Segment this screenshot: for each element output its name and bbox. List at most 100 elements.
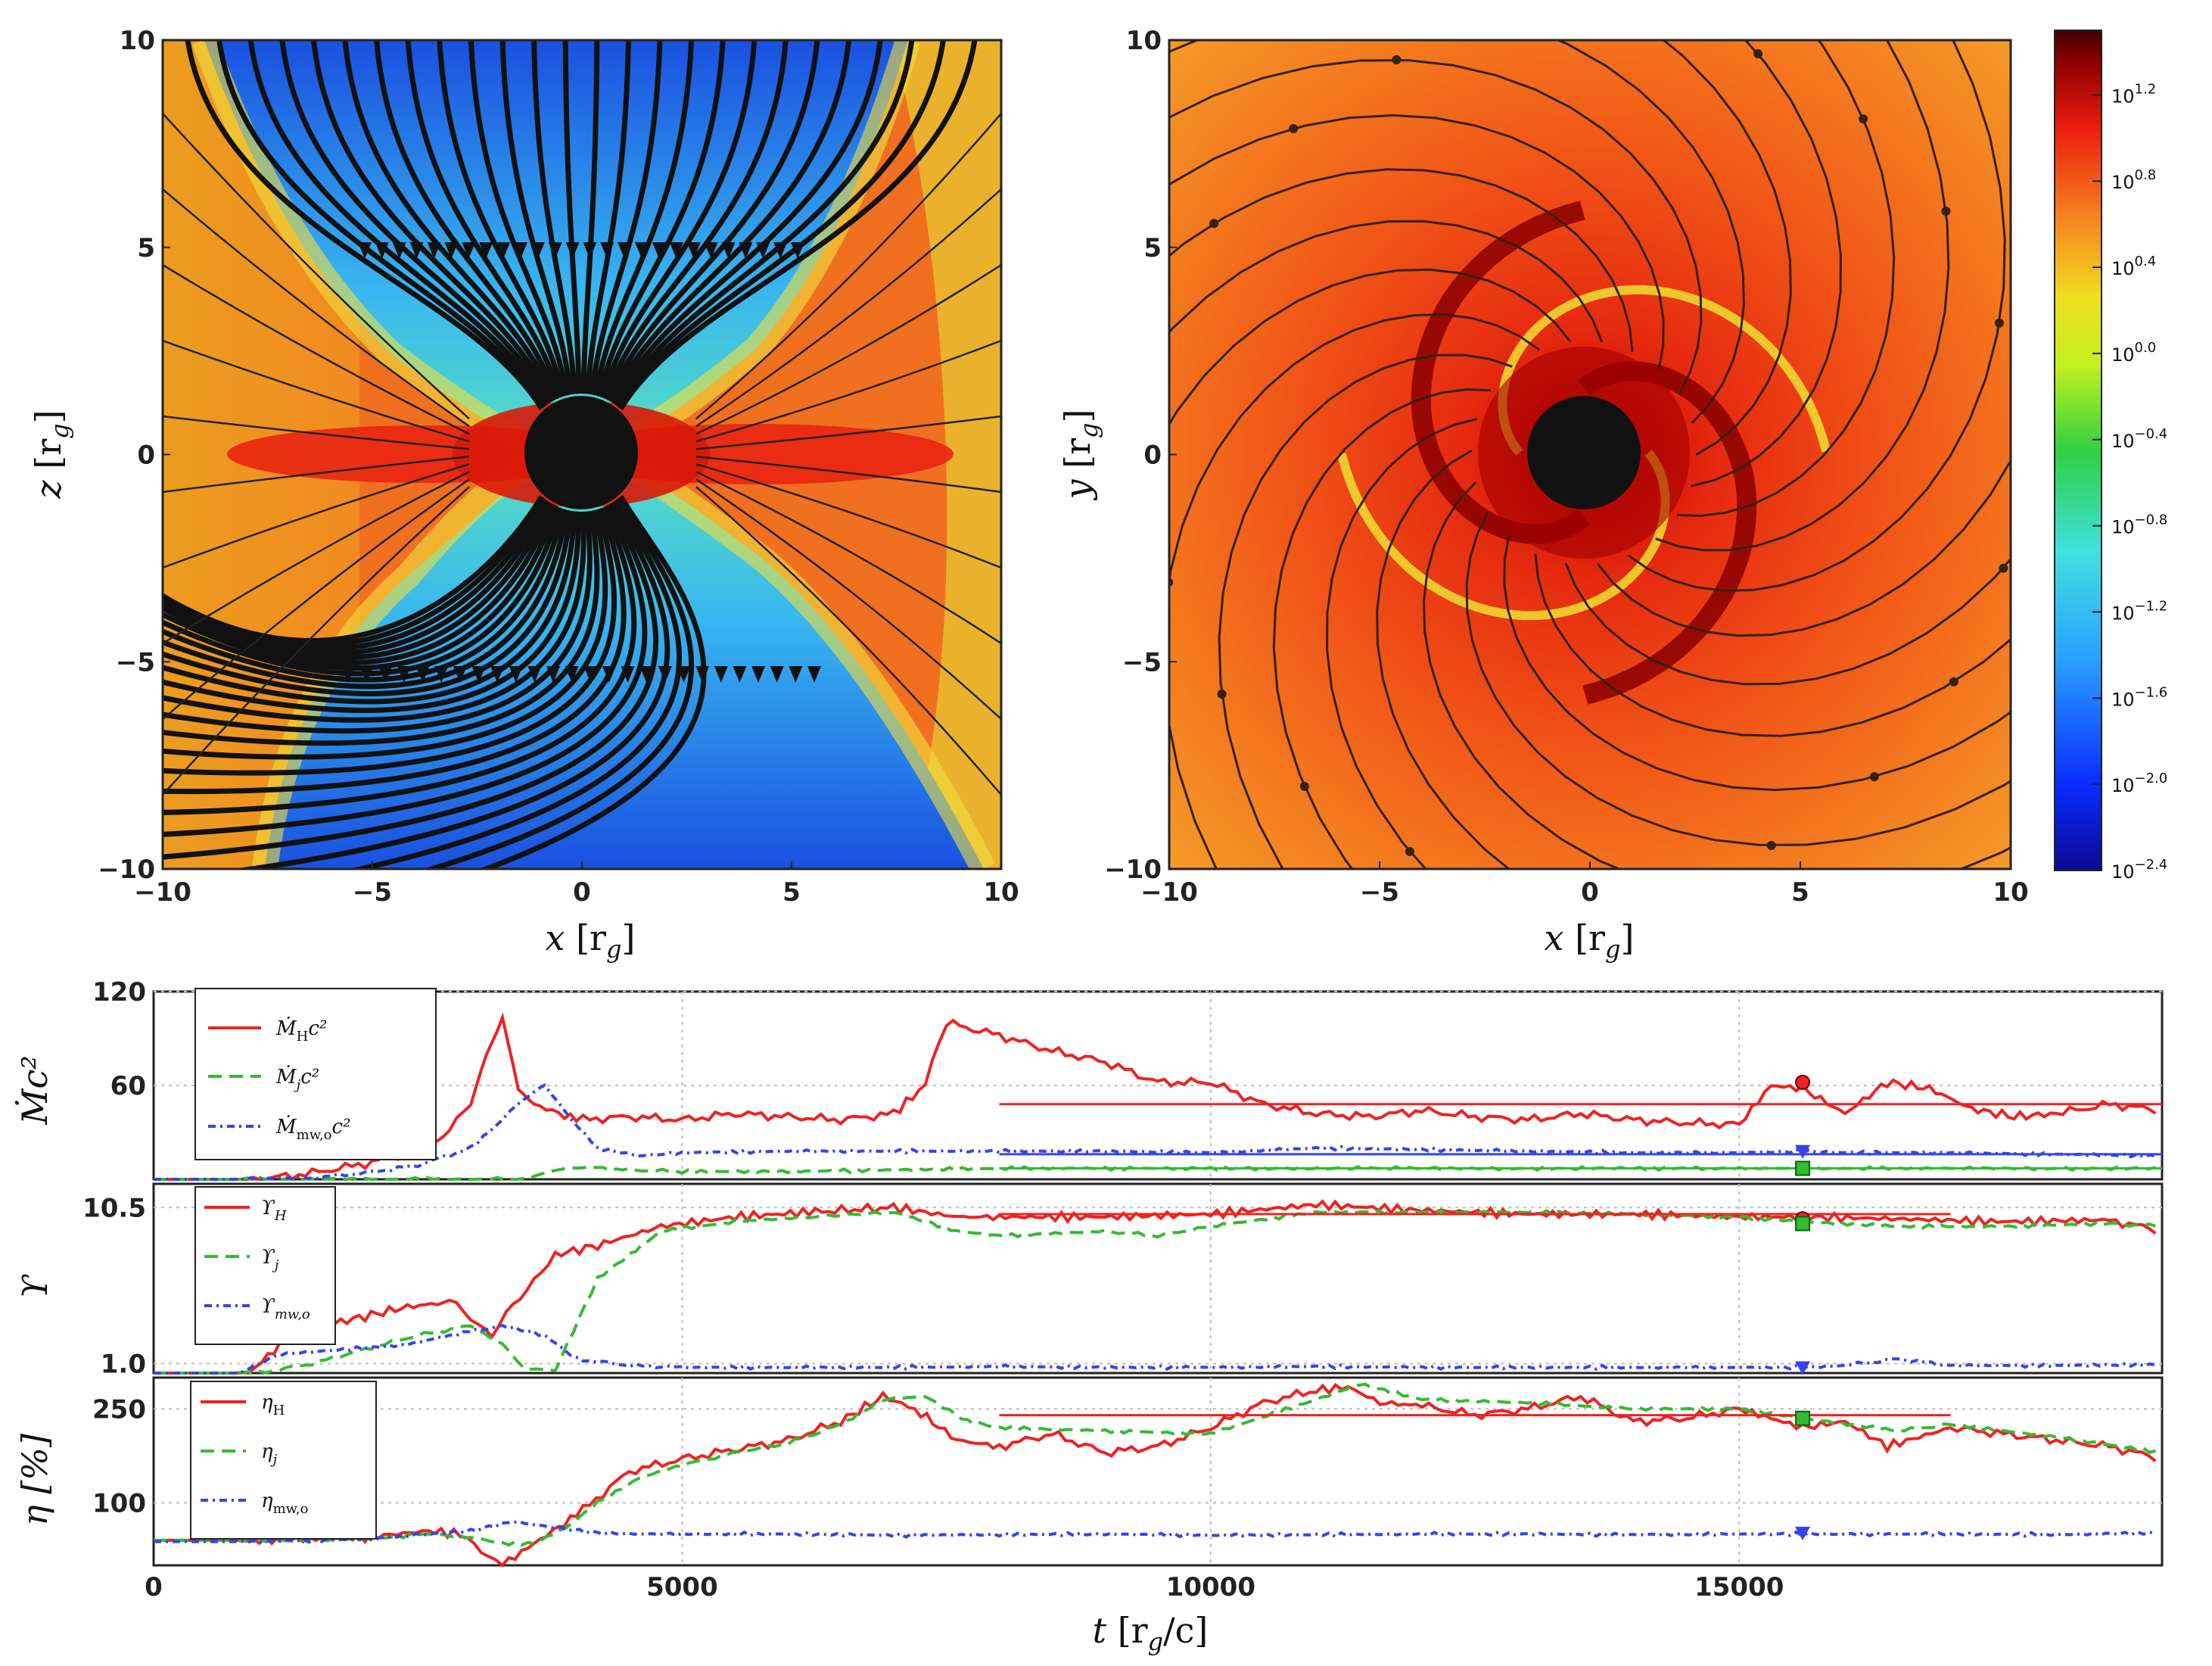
legend-mdot-mwo: Ṁmw,oc² [275, 1115, 351, 1143]
arrow-head [669, 242, 683, 259]
ytick-label: 1.0 [101, 1350, 146, 1380]
streamline [1169, 168, 1634, 352]
snapshot-marker [1795, 1527, 1811, 1541]
field-line-lower [163, 506, 627, 795]
series-line-3 [154, 1520, 2157, 1544]
field-line-lower [163, 498, 549, 652]
series-line-3 [154, 1324, 2157, 1375]
time-xtick-label: 15000 [1694, 1572, 1784, 1602]
field-line-lower [163, 511, 586, 723]
legend-eta: ηH ηj ηmw,o [190, 1381, 377, 1540]
arrow-head [513, 242, 527, 259]
series-line-2 [154, 1209, 2156, 1375]
field-line-upper [593, 40, 695, 396]
streamline [1169, 313, 1540, 869]
thin-field-line [695, 478, 1001, 720]
cb-tick-label: 10−1.6 [2111, 684, 2167, 710]
field-line-upper [596, 40, 726, 397]
xtick-label: 5 [1791, 877, 1809, 908]
ts-panel-2: 10.5 1.0 [82, 1182, 2164, 1380]
streamline-arrow [1999, 563, 2008, 573]
streamline [1676, 40, 1896, 518]
field-line-upper [611, 40, 883, 406]
ylabel-upsilon: ϒ [14, 1274, 55, 1299]
legend-upsilon-mwo: ϒmw,o [261, 1295, 310, 1322]
p1-field-lines [163, 40, 1001, 869]
field-line-lower [163, 505, 637, 815]
p2-field-lines [1169, 18, 2011, 869]
series-line-2 [154, 1382, 2157, 1547]
ylabel-eta: η [%] [14, 1434, 55, 1526]
field-line-upper [216, 40, 546, 409]
thin-field-line [695, 455, 1001, 494]
streamline [1423, 481, 2011, 869]
thin-field-line [163, 263, 470, 435]
legend-mdot: ṀHc² Ṁjc² Ṁmw,oc² [194, 988, 437, 1160]
xtick-label: −10 [1140, 877, 1198, 908]
arrow-head [600, 242, 614, 259]
streamline [1534, 553, 2011, 737]
xtick-label: 0 [573, 877, 591, 908]
arrow-head [686, 242, 701, 259]
field-line-lower [163, 511, 582, 713]
arrow-head [583, 242, 597, 259]
ytick-label: 60 [110, 1071, 146, 1101]
series-line-3 [154, 1083, 2157, 1182]
field-line-lower [163, 500, 551, 656]
panel-xy: −10 −5 0 5 10 10 5 0 −5 −10 x [rg] y [rg] [1057, 18, 2029, 964]
p1-ticks: −10 −5 0 5 10 10 5 0 −5 −10 [98, 26, 1019, 908]
field-line-lower [163, 505, 559, 671]
streamline [1597, 458, 2011, 637]
ytick-label: 5 [137, 233, 155, 263]
ylabel-mdot: Ṁc² [14, 1055, 55, 1125]
streamline-arrow [1209, 219, 1219, 229]
snapshot-marker [1795, 1074, 1811, 1090]
streamline [1272, 388, 1492, 869]
arrow-head [635, 242, 649, 259]
arrow-head [704, 242, 718, 259]
time-xtick-label: 10000 [1166, 1572, 1255, 1602]
snapshot-marker [1795, 1361, 1811, 1375]
streamline-arrow [1753, 49, 1763, 59]
thin-field-line [163, 463, 470, 569]
thin-field-line [695, 415, 1001, 450]
field-line-lower [163, 506, 562, 677]
panel-xz: −10 −5 0 5 10 10 5 0 −5 −10 x [rg] z [rg] [28, 26, 1019, 964]
streamline-arrow [1405, 846, 1414, 856]
legend-eta-h: ηH [261, 1391, 285, 1418]
arrow-head [773, 242, 788, 259]
arrow-head [791, 242, 804, 259]
colorbar: 101.2 100.8 100.4 100.0 10−0.4 10−0.8 10−1.2 10… [2054, 30, 2167, 883]
field-line-lower [478, 495, 707, 869]
field-line-lower [232, 500, 670, 869]
series-line-1 [154, 1382, 2157, 1568]
field-line-lower [163, 511, 578, 705]
streamline-arrow [1510, 18, 1520, 27]
ytick-label: 0 [1143, 441, 1162, 471]
cb-tick-label: 100.0 [2111, 340, 2156, 366]
ytick-label: 10 [1126, 26, 1162, 56]
field-line-upper [342, 40, 556, 402]
arrow-head [444, 242, 459, 259]
thin-field-line [163, 486, 470, 796]
field-line-lower [163, 503, 556, 666]
field-line-lower [163, 503, 648, 837]
ytick-label: −10 [98, 855, 155, 885]
streamline-arrow [1869, 772, 1879, 782]
streamline-arrow [1941, 207, 1951, 216]
streamline-arrow [1949, 677, 1958, 687]
time-xtick-label: 0 [145, 1572, 163, 1602]
ytick-label: 5 [1143, 233, 1162, 263]
field-line-lower [422, 497, 695, 869]
cb-tick-label: 10−1.2 [2111, 598, 2167, 624]
cb-tick-label: 10−2.0 [2111, 771, 2167, 796]
snapshot-marker [1795, 1144, 1811, 1159]
time-xlabel: t [rg/c] [1093, 1610, 1209, 1656]
streamline-arrow [1289, 123, 1299, 133]
field-line-lower [163, 502, 659, 860]
streamline-arrow [1299, 781, 1309, 791]
field-line-upper [600, 40, 758, 399]
xtick-label: 10 [1993, 877, 2028, 908]
streamline [1628, 40, 2006, 592]
ts-panel-1: 120 60 [92, 977, 2164, 1182]
